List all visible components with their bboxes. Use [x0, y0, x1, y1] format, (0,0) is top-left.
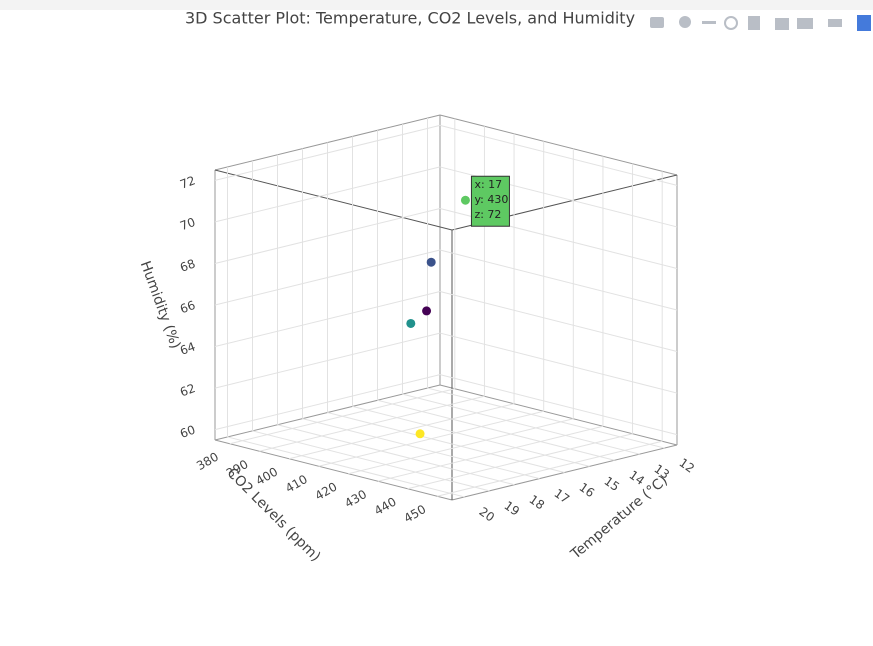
grid-line — [437, 440, 663, 497]
z-tick-label: 66 — [178, 298, 197, 316]
camera-button[interactable] — [650, 17, 664, 28]
grid-line — [302, 418, 540, 480]
y-tick-label: 400 — [253, 465, 280, 489]
grid-line — [439, 374, 678, 436]
x-tick-label: 16 — [577, 480, 598, 500]
grid-line — [427, 387, 665, 449]
tooltip-text: x: 17 — [474, 178, 502, 191]
grid-line — [227, 436, 465, 498]
top-strip — [0, 0, 873, 10]
grid-line — [214, 166, 441, 223]
home-button[interactable] — [775, 18, 789, 30]
y-tick-label: 380 — [194, 450, 221, 474]
grid-line — [214, 291, 441, 348]
zoom-button[interactable] — [679, 16, 691, 28]
pan-button[interactable] — [702, 21, 716, 24]
tooltip-box — [470, 175, 510, 227]
box-edge — [439, 384, 678, 446]
grid-line — [214, 124, 441, 181]
chart-title: 3D Scatter Plot: Temperature, CO2 Levels… — [185, 9, 635, 28]
z-tick-label: 70 — [178, 215, 197, 233]
data-point — [422, 306, 432, 316]
grid-line — [214, 374, 441, 431]
grid-line — [318, 410, 544, 467]
z-tick-label: 68 — [178, 256, 197, 274]
z-axis-title: Humidity (%) — [137, 259, 184, 351]
y-tick-label: 420 — [313, 480, 340, 504]
x-tick-label: 18 — [527, 492, 548, 512]
grid-line — [214, 249, 441, 306]
hover-button[interactable] — [828, 19, 842, 27]
grid-line — [259, 395, 485, 452]
tooltip-text: y: 430 — [474, 193, 508, 206]
y-tick-label: 430 — [342, 487, 369, 511]
tooltip-text: z: 72 — [474, 208, 501, 221]
grid-line — [229, 388, 455, 445]
y-tick-label: 450 — [402, 502, 429, 526]
grid-line — [377, 399, 615, 461]
modebar — [650, 15, 871, 31]
grid-line — [439, 124, 678, 186]
grid-line — [214, 332, 441, 389]
box-edge — [214, 439, 453, 501]
grid-line — [277, 424, 515, 486]
grid-line — [252, 430, 490, 492]
plotly-logo[interactable] — [857, 15, 871, 31]
grid-line — [214, 207, 441, 264]
box-edge — [439, 114, 678, 176]
grid-line — [377, 425, 604, 482]
z-tick-label: 72 — [178, 173, 197, 191]
data-point — [426, 257, 436, 267]
x-tick-label: 17 — [552, 486, 573, 506]
z-tick-label: 62 — [178, 381, 197, 399]
box-edge — [214, 169, 453, 231]
x-tick-label: 12 — [677, 456, 698, 476]
x-tick-label: 14 — [627, 468, 648, 488]
grid-line — [439, 332, 678, 394]
grid-line — [352, 405, 590, 467]
x-tick-label: 15 — [602, 474, 623, 494]
z-tick-label: 60 — [178, 423, 197, 441]
turntable-button[interactable] — [748, 16, 760, 30]
grid-line — [327, 412, 565, 473]
grid-line — [407, 433, 633, 490]
x-tick-label: 19 — [502, 498, 523, 518]
x-tick-label: 20 — [477, 504, 498, 524]
grid-line — [402, 393, 640, 455]
data-point — [460, 195, 470, 205]
grid-line — [439, 249, 678, 311]
grid-line — [439, 291, 678, 353]
y-tick-label: 410 — [283, 472, 310, 496]
z-tick-label: 64 — [178, 339, 197, 357]
orbit-button[interactable] — [724, 16, 738, 30]
y-tick-label: 440 — [372, 495, 399, 519]
data-point — [406, 318, 416, 328]
grid-line — [348, 418, 574, 475]
data-point — [415, 429, 425, 439]
camera-reset-button[interactable] — [797, 18, 813, 29]
grid-line — [288, 403, 515, 460]
